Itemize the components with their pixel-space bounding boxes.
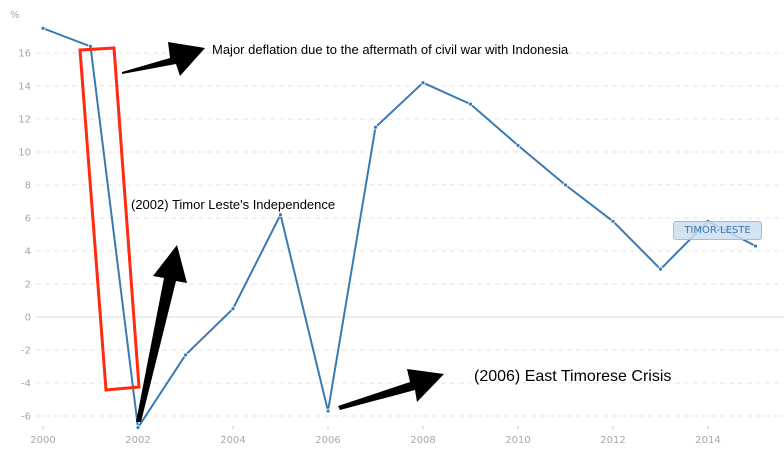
data-point[interactable]	[753, 243, 758, 249]
data-point[interactable]	[563, 182, 568, 188]
data-point[interactable]	[40, 25, 46, 31]
x-tick-label: 2004	[220, 435, 245, 446]
arrow-independence-icon	[136, 245, 187, 422]
y-tick-label: 12	[18, 115, 31, 126]
series-label-text: TIMOR-LESTE	[684, 225, 751, 236]
annotation-crisis: (2006) East Timorese Crisis	[474, 368, 671, 385]
series-label-timor-leste[interactable]: TIMOR-LESTE	[673, 221, 762, 240]
highlight-box-deflation	[78, 46, 141, 392]
x-axis: 2000 2002 2004 2006 2008 2010 2012 2014	[30, 426, 721, 446]
series-data-points	[40, 25, 758, 430]
y-tick-label: -4	[21, 379, 31, 390]
x-tick-label: 2014	[695, 435, 720, 446]
data-point[interactable]	[325, 408, 331, 414]
y-tick-label: -2	[21, 346, 31, 357]
data-point[interactable]	[230, 306, 236, 312]
annotation-deflation: Major deflation due to the aftermath of …	[212, 42, 569, 57]
data-point[interactable]	[373, 124, 378, 130]
arrow-crisis-icon	[338, 369, 444, 410]
y-tick-label: 14	[18, 82, 31, 93]
series-line-timor-leste[interactable]	[42, 27, 756, 429]
y-tick-label: -6	[21, 412, 31, 423]
y-tick-label: 4	[25, 247, 31, 258]
arrow-deflation-icon	[122, 42, 205, 76]
y-tick-label: 8	[25, 181, 31, 192]
x-tick-label: 2012	[600, 435, 625, 446]
data-point[interactable]	[610, 218, 616, 224]
data-point[interactable]	[468, 101, 473, 107]
data-point[interactable]	[420, 80, 426, 86]
y-axis: -6 -4 -2 0 2 4 6 8 10 12 14 16	[18, 49, 31, 423]
data-point[interactable]	[658, 266, 663, 272]
x-tick-label: 2008	[410, 435, 435, 446]
data-point[interactable]	[135, 425, 141, 430]
y-tick-label: 10	[18, 148, 31, 159]
x-tick-label: 2010	[505, 435, 530, 446]
x-tick-label: 2006	[315, 435, 340, 446]
x-tick-label: 2002	[125, 435, 150, 446]
y-tick-label: 16	[18, 49, 31, 60]
y-tick-label: 2	[25, 280, 31, 291]
data-point[interactable]	[183, 352, 188, 358]
y-axis-unit-label: %	[10, 10, 20, 21]
y-tick-label: 6	[25, 214, 31, 225]
annotation-independence: (2002) Timor Leste's Independence	[131, 197, 335, 212]
y-tick-label: 0	[25, 313, 31, 324]
x-tick-label: 2000	[30, 435, 55, 446]
data-point[interactable]	[278, 212, 283, 218]
data-point[interactable]	[515, 142, 521, 148]
